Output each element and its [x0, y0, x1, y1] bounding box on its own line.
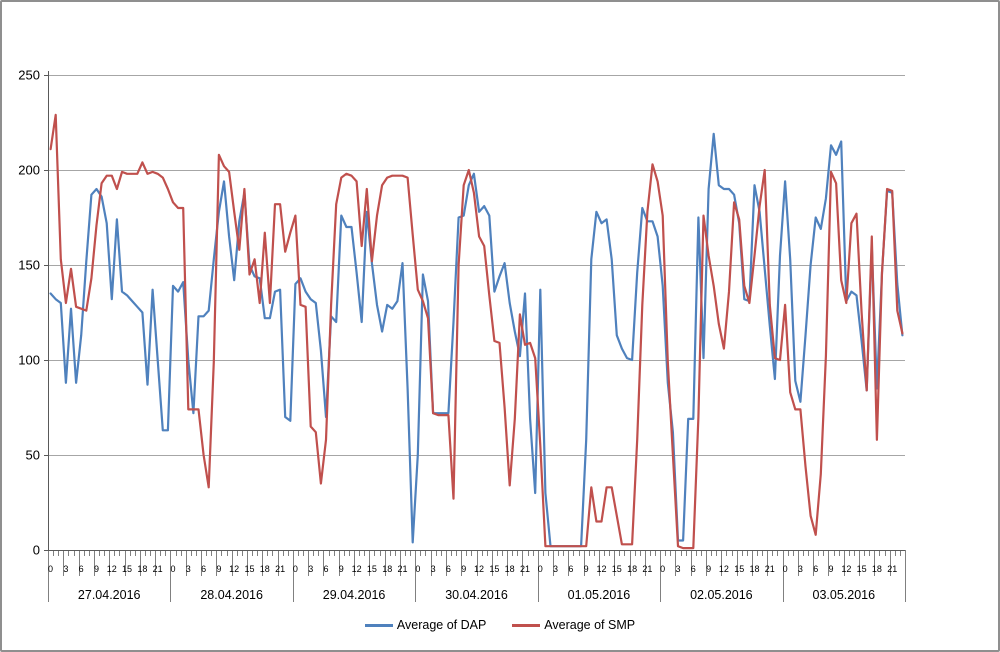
axis-label: 3 [553, 564, 558, 574]
hour-labels: 0 3 6 9 12 15 18 21 0 3 6 9 12 15 18 21 0 3 6 9 12 15 18 21 0 3 6 9… [48, 564, 897, 574]
axis-label: 6 [201, 564, 206, 574]
axis-label: 02.05.2016 [690, 588, 753, 602]
axis-label: 0 [170, 564, 175, 574]
axis-label: 200 [18, 163, 40, 178]
axes [48, 71, 905, 551]
average-of-smp-line [49, 113, 904, 550]
axis-label: 12 [229, 564, 239, 574]
axis-label: 18 [382, 564, 392, 574]
axis-label: 6 [79, 564, 84, 574]
axis-label: 21 [153, 564, 163, 574]
axis-label: 9 [339, 564, 344, 574]
axis-label: 18 [872, 564, 882, 574]
legend-item-dap: Average of DAP [364, 617, 487, 632]
axis-label: 18 [137, 564, 147, 574]
axis-label: 15 [122, 564, 132, 574]
axis-label: 6 [446, 564, 451, 574]
date-labels: 27.04.2016 28.04.2016 29.04.2016 30.04.2016… [78, 588, 875, 602]
axis-label: 15 [734, 564, 744, 574]
axis-label: 12 [596, 564, 606, 574]
legend-label-dap: Average of DAP [396, 617, 487, 632]
axis-label: 0 [538, 564, 543, 574]
axis-label: 0 [783, 564, 788, 574]
axis-label: 0 [293, 564, 298, 574]
axis-label: 9 [829, 564, 834, 574]
axis-label: 9 [706, 564, 711, 574]
smp-line-swatch [512, 623, 541, 627]
axis-label: 15 [367, 564, 377, 574]
axis-label: 21 [520, 564, 530, 574]
axis-label: 28.04.2016 [200, 588, 263, 602]
axis-label: 12 [841, 564, 851, 574]
axis-label: 0 [415, 564, 420, 574]
axis-label: 21 [642, 564, 652, 574]
axis-label: 3 [308, 564, 313, 574]
average-of-dap-line [49, 132, 904, 548]
axis-label: 12 [352, 564, 362, 574]
axis-label: 6 [324, 564, 329, 574]
axis-label: 3 [431, 564, 436, 574]
axis-label: 0 [48, 564, 53, 574]
axis-label: 21 [887, 564, 897, 574]
axis-label: 21 [275, 564, 285, 574]
axis-label: 12 [719, 564, 729, 574]
axis-label: 15 [244, 564, 254, 574]
axis-label: 01.05.2016 [568, 588, 631, 602]
dap-line-swatch [364, 623, 393, 627]
axis-label: 29.04.2016 [323, 588, 386, 602]
axis-label: 15 [857, 564, 867, 574]
axis-label: 50 [26, 448, 40, 463]
axis-label: 6 [568, 564, 573, 574]
chart-legend: Average of DAP Average of SMP [2, 612, 998, 638]
axis-label: 3 [186, 564, 191, 574]
axis-label: 18 [750, 564, 760, 574]
axis-label: 21 [398, 564, 408, 574]
axis-label: 9 [584, 564, 589, 574]
axis-label: 9 [461, 564, 466, 574]
axis-label: 0 [660, 564, 665, 574]
axis-label: 9 [216, 564, 221, 574]
axis-label: 27.04.2016 [78, 588, 141, 602]
axis-label: 150 [18, 258, 40, 273]
axis-label: 6 [691, 564, 696, 574]
legend-label-smp: Average of SMP [544, 617, 636, 632]
axis-label: 18 [505, 564, 515, 574]
axis-label: 30.04.2016 [445, 588, 508, 602]
axis-label: 15 [489, 564, 499, 574]
axis-label: 6 [813, 564, 818, 574]
axis-label: 250 [18, 68, 40, 83]
axis-label: 03.05.2016 [813, 588, 876, 602]
axis-label: 21 [765, 564, 775, 574]
axis-label: 100 [18, 353, 40, 368]
axis-label: 18 [627, 564, 637, 574]
legend-item-smp: Average of SMP [512, 619, 635, 632]
axis-label: 3 [798, 564, 803, 574]
gridlines [44, 75, 905, 551]
axis-label: 12 [474, 564, 484, 574]
axis-label: 15 [612, 564, 622, 574]
axis-label: 18 [260, 564, 270, 574]
axis-label: 9 [94, 564, 99, 574]
x-axis-ticks [48, 550, 906, 602]
axis-label: 0 [33, 543, 40, 558]
axis-label: 3 [675, 564, 680, 574]
axis-label: 12 [107, 564, 117, 574]
axis-label: 3 [63, 564, 68, 574]
